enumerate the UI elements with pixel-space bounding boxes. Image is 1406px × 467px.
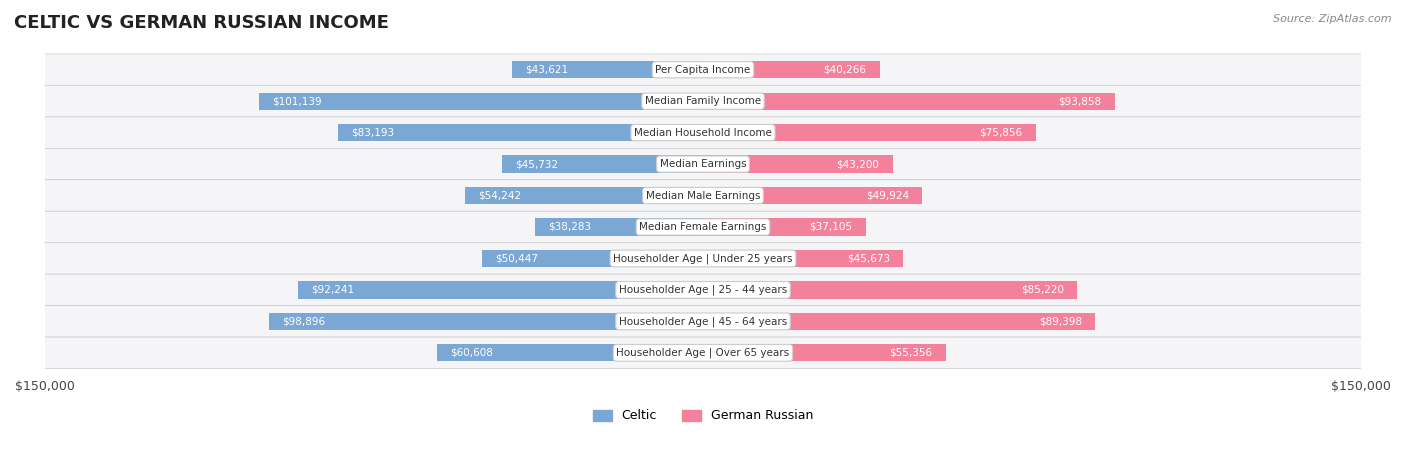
Text: $37,105: $37,105 — [810, 222, 852, 232]
Text: Median Family Income: Median Family Income — [645, 96, 761, 106]
Bar — [536, 219, 703, 236]
Bar — [703, 219, 866, 236]
Text: $45,732: $45,732 — [516, 159, 558, 169]
Bar — [502, 156, 703, 173]
FancyBboxPatch shape — [13, 149, 1393, 180]
FancyBboxPatch shape — [13, 180, 1393, 211]
Text: Householder Age | 25 - 44 years: Householder Age | 25 - 44 years — [619, 285, 787, 295]
Bar — [465, 187, 703, 204]
Text: $49,924: $49,924 — [866, 191, 908, 200]
FancyBboxPatch shape — [13, 117, 1393, 149]
Text: Householder Age | Under 25 years: Householder Age | Under 25 years — [613, 253, 793, 264]
Text: Median Female Earnings: Median Female Earnings — [640, 222, 766, 232]
FancyBboxPatch shape — [13, 54, 1393, 85]
Text: $40,266: $40,266 — [824, 65, 866, 75]
Bar — [298, 281, 703, 298]
Bar — [337, 124, 703, 142]
Text: $98,896: $98,896 — [283, 316, 325, 326]
FancyBboxPatch shape — [13, 85, 1393, 117]
Text: $38,283: $38,283 — [548, 222, 592, 232]
Text: Median Household Income: Median Household Income — [634, 127, 772, 138]
Text: $75,856: $75,856 — [980, 127, 1022, 138]
Text: Source: ZipAtlas.com: Source: ZipAtlas.com — [1274, 14, 1392, 24]
Bar — [703, 313, 1095, 330]
Bar — [512, 61, 703, 78]
Bar — [703, 92, 1115, 110]
Bar — [259, 92, 703, 110]
Text: $92,241: $92,241 — [312, 285, 354, 295]
Text: $55,356: $55,356 — [890, 348, 932, 358]
Text: $83,193: $83,193 — [352, 127, 394, 138]
Bar — [437, 344, 703, 361]
Text: $93,858: $93,858 — [1059, 96, 1102, 106]
FancyBboxPatch shape — [13, 243, 1393, 274]
Bar — [703, 124, 1036, 142]
Text: $43,621: $43,621 — [524, 65, 568, 75]
Bar — [703, 344, 946, 361]
Text: $54,242: $54,242 — [478, 191, 522, 200]
Text: $60,608: $60,608 — [450, 348, 494, 358]
Bar — [269, 313, 703, 330]
Text: $43,200: $43,200 — [837, 159, 879, 169]
Text: $89,398: $89,398 — [1039, 316, 1083, 326]
Bar — [703, 250, 904, 267]
Bar — [482, 250, 703, 267]
Text: $50,447: $50,447 — [495, 254, 538, 263]
Text: $45,673: $45,673 — [846, 254, 890, 263]
FancyBboxPatch shape — [13, 274, 1393, 305]
Text: Median Male Earnings: Median Male Earnings — [645, 191, 761, 200]
Legend: Celtic, German Russian: Celtic, German Russian — [588, 404, 818, 427]
Text: CELTIC VS GERMAN RUSSIAN INCOME: CELTIC VS GERMAN RUSSIAN INCOME — [14, 14, 389, 32]
FancyBboxPatch shape — [13, 337, 1393, 368]
Text: Median Earnings: Median Earnings — [659, 159, 747, 169]
Bar — [703, 187, 922, 204]
Text: Householder Age | 45 - 64 years: Householder Age | 45 - 64 years — [619, 316, 787, 326]
Bar — [703, 61, 880, 78]
Text: Per Capita Income: Per Capita Income — [655, 65, 751, 75]
Text: $85,220: $85,220 — [1021, 285, 1064, 295]
FancyBboxPatch shape — [13, 305, 1393, 337]
Text: $101,139: $101,139 — [273, 96, 322, 106]
Bar — [703, 156, 893, 173]
Text: Householder Age | Over 65 years: Householder Age | Over 65 years — [616, 347, 790, 358]
FancyBboxPatch shape — [13, 211, 1393, 243]
Bar — [703, 281, 1077, 298]
